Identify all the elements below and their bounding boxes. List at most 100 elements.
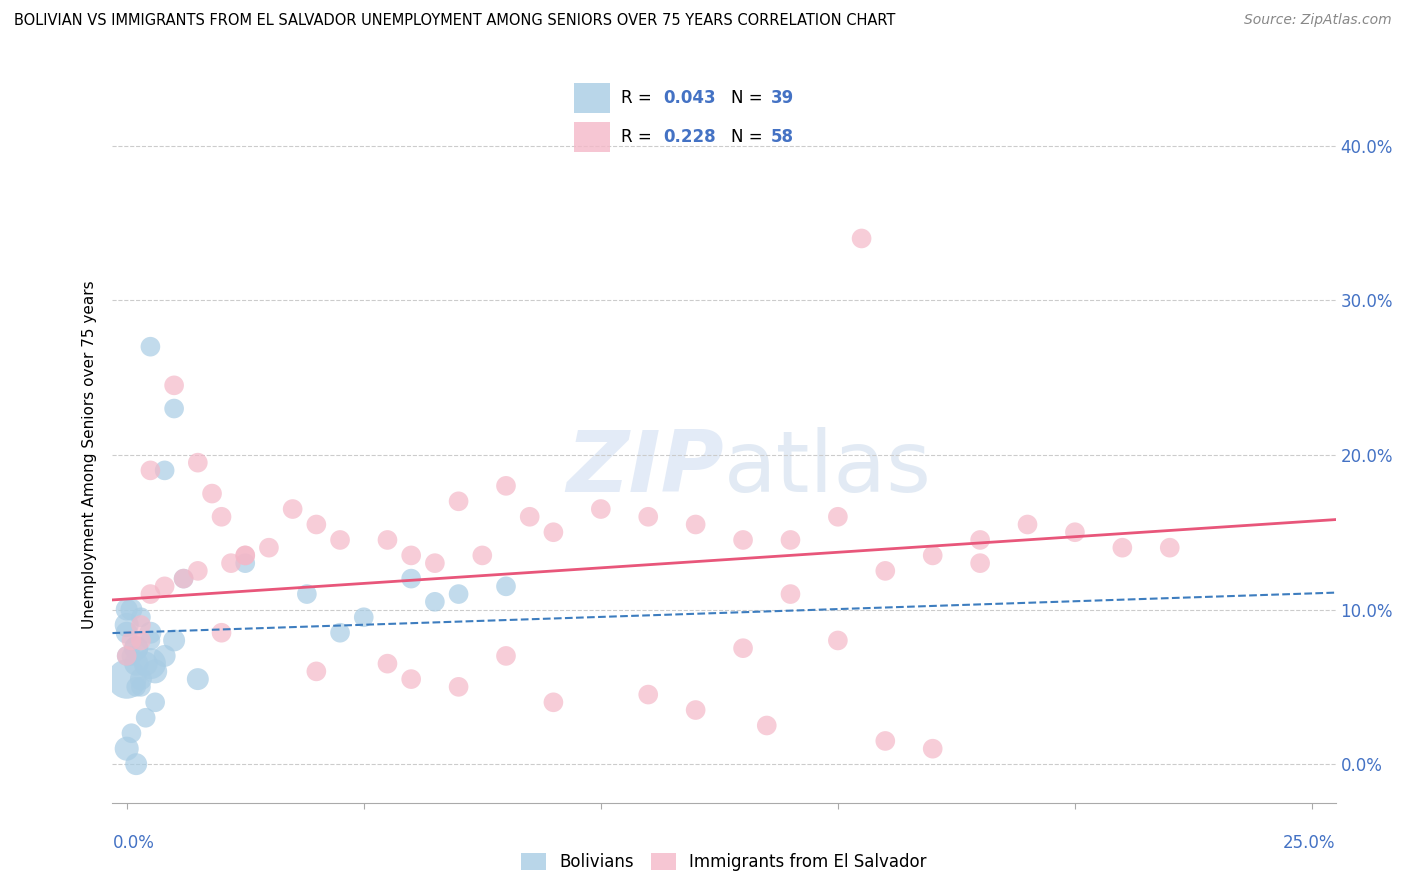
Point xyxy=(153,463,176,477)
Point xyxy=(187,564,209,578)
Text: Source: ZipAtlas.com: Source: ZipAtlas.com xyxy=(1244,13,1392,28)
Point xyxy=(399,572,422,586)
Point xyxy=(543,695,565,709)
Point xyxy=(1159,541,1181,555)
Point xyxy=(1064,525,1087,540)
Point xyxy=(139,587,162,601)
Point xyxy=(233,549,256,563)
Text: R =: R = xyxy=(621,128,658,145)
Point xyxy=(875,734,897,748)
Text: 0.043: 0.043 xyxy=(664,89,716,107)
Point xyxy=(295,587,318,601)
Point xyxy=(423,556,446,570)
Y-axis label: Unemployment Among Seniors over 75 years: Unemployment Among Seniors over 75 years xyxy=(82,281,97,629)
Point xyxy=(1017,517,1039,532)
Point xyxy=(399,549,422,563)
Text: BOLIVIAN VS IMMIGRANTS FROM EL SALVADOR UNEMPLOYMENT AMONG SENIORS OVER 75 YEARS: BOLIVIAN VS IMMIGRANTS FROM EL SALVADOR … xyxy=(14,13,896,29)
Point xyxy=(120,648,142,663)
Point xyxy=(329,625,352,640)
Point xyxy=(115,618,138,632)
Point xyxy=(543,525,565,540)
Point xyxy=(120,602,142,616)
Point xyxy=(875,564,897,578)
Point xyxy=(153,648,176,663)
Point xyxy=(163,633,186,648)
Text: 25.0%: 25.0% xyxy=(1284,834,1336,852)
Point xyxy=(120,726,142,740)
Text: 0.228: 0.228 xyxy=(664,128,716,145)
Point xyxy=(827,509,849,524)
Point xyxy=(447,680,470,694)
Point xyxy=(353,610,375,624)
Point xyxy=(755,718,778,732)
Point xyxy=(115,625,138,640)
Point xyxy=(471,549,494,563)
Point xyxy=(519,509,541,524)
Point xyxy=(139,625,162,640)
Point xyxy=(115,741,138,756)
Point xyxy=(115,648,138,663)
Point xyxy=(257,541,280,555)
Point xyxy=(779,587,801,601)
Point xyxy=(139,463,162,477)
Point xyxy=(731,641,754,656)
Point xyxy=(163,401,186,416)
Point xyxy=(447,494,470,508)
Text: atlas: atlas xyxy=(724,427,932,510)
Point xyxy=(423,595,446,609)
Point xyxy=(329,533,352,547)
Point xyxy=(187,672,209,686)
Point xyxy=(125,657,148,671)
Point xyxy=(129,680,152,694)
Point xyxy=(120,633,142,648)
Point xyxy=(135,711,157,725)
Point xyxy=(685,703,707,717)
Point xyxy=(495,648,517,663)
Point xyxy=(139,633,162,648)
Point xyxy=(377,533,399,547)
Point xyxy=(921,741,943,756)
Point xyxy=(139,657,162,671)
Point xyxy=(233,556,256,570)
Point xyxy=(173,572,195,586)
Text: ZIP: ZIP xyxy=(567,427,724,510)
Point xyxy=(637,688,659,702)
Point xyxy=(377,657,399,671)
Point xyxy=(779,533,801,547)
Point xyxy=(125,641,148,656)
Text: N =: N = xyxy=(731,128,768,145)
Point xyxy=(129,633,152,648)
Text: 39: 39 xyxy=(770,89,794,107)
Point xyxy=(139,340,162,354)
Point xyxy=(495,479,517,493)
Point xyxy=(187,456,209,470)
Point xyxy=(115,648,138,663)
Point xyxy=(115,602,138,616)
Point xyxy=(219,556,242,570)
Point xyxy=(153,579,176,593)
Point xyxy=(129,672,152,686)
Bar xyxy=(574,121,610,152)
Bar xyxy=(574,83,610,113)
Point xyxy=(233,549,256,563)
Point xyxy=(173,572,195,586)
Point xyxy=(827,633,849,648)
Point xyxy=(851,231,873,245)
Point xyxy=(921,549,943,563)
Point xyxy=(589,502,612,516)
Point xyxy=(143,695,166,709)
Point xyxy=(399,672,422,686)
Text: 58: 58 xyxy=(770,128,793,145)
Point xyxy=(163,378,186,392)
Point xyxy=(447,587,470,601)
Point xyxy=(685,517,707,532)
Point xyxy=(1111,541,1133,555)
Point xyxy=(969,556,991,570)
Point xyxy=(305,665,328,679)
Text: 0.0%: 0.0% xyxy=(112,834,155,852)
Point xyxy=(129,610,152,624)
Point xyxy=(125,641,148,656)
Point xyxy=(115,672,138,686)
Legend: Bolivians, Immigrants from El Salvador: Bolivians, Immigrants from El Salvador xyxy=(515,847,934,878)
Point xyxy=(129,618,152,632)
